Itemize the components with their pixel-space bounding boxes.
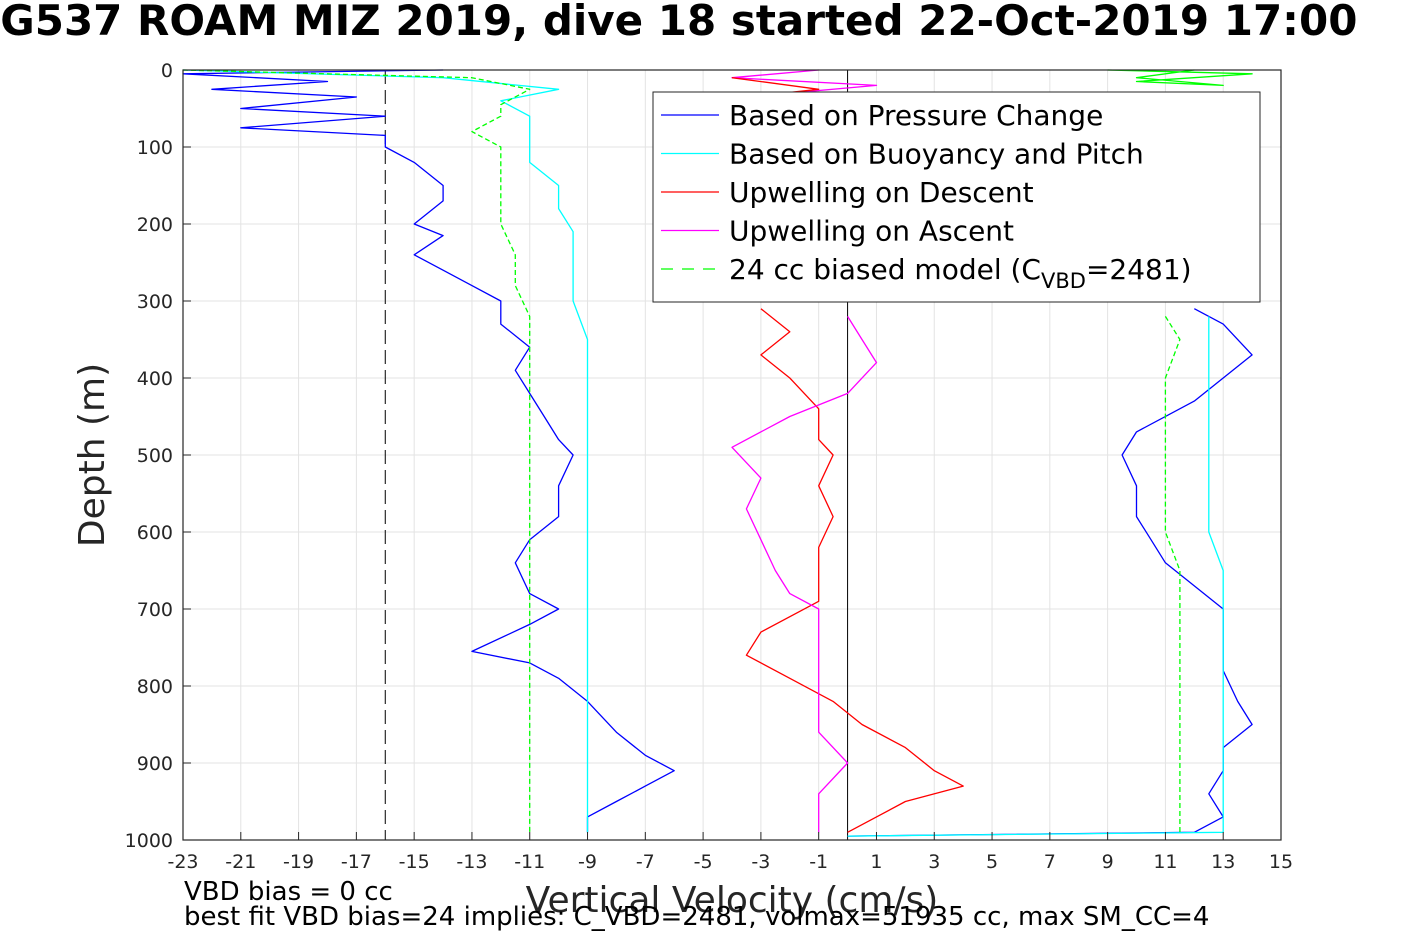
y-tick-label: 100 bbox=[137, 137, 173, 159]
x-tick-label: -23 bbox=[167, 851, 198, 873]
x-tick-label: 3 bbox=[928, 851, 940, 873]
legend-label: Upwelling on Ascent bbox=[729, 215, 1014, 248]
x-tick-label: -9 bbox=[578, 851, 597, 873]
legend-label-subscript: VBD bbox=[1041, 269, 1086, 293]
x-axis-label: Vertical Velocity (cm/s) bbox=[526, 880, 939, 921]
series-line-surface_c bbox=[1107, 69, 1253, 87]
x-tick-label: 13 bbox=[1211, 851, 1235, 873]
legend-box bbox=[652, 91, 1261, 303]
y-tick-label: 300 bbox=[137, 291, 173, 313]
legend-label: Upwelling on Descent bbox=[729, 176, 1034, 209]
y-tick-label: 600 bbox=[137, 522, 173, 544]
y-tick-label: 500 bbox=[137, 445, 173, 467]
x-tick-label: -17 bbox=[341, 851, 372, 873]
legend-label-end: =2481) bbox=[1086, 253, 1192, 286]
y-tick-label: 0 bbox=[161, 60, 173, 82]
x-tick-label: -21 bbox=[225, 851, 256, 873]
y-axis-label: Depth (m) bbox=[72, 363, 113, 547]
legend-label-main: 24 cc biased model (C bbox=[729, 253, 1041, 286]
x-tick-label: -11 bbox=[514, 851, 545, 873]
x-tick-label: 9 bbox=[1102, 851, 1114, 873]
x-tick-label: 5 bbox=[986, 851, 998, 873]
footer-vbd-bias: VBD bias = 0 cc bbox=[184, 877, 393, 907]
x-tick-label: -15 bbox=[399, 851, 430, 873]
y-tick-label: 200 bbox=[137, 214, 173, 236]
x-tick-label: 7 bbox=[1044, 851, 1056, 873]
x-tick-label: 11 bbox=[1153, 851, 1177, 873]
series-line-buoyancy_ascent bbox=[847, 316, 1224, 837]
legend: Based on Pressure Change Based on Buoyanc… bbox=[652, 91, 1261, 303]
legend-label: 24 cc biased model (CVBD=2481) bbox=[729, 253, 1192, 293]
series-line-pressure_descent bbox=[182, 69, 675, 833]
legend-label: Based on Pressure Change bbox=[729, 99, 1103, 132]
x-tick-label: -1 bbox=[809, 851, 828, 873]
y-tick-label: 800 bbox=[137, 676, 173, 698]
y-tick-label: 900 bbox=[137, 753, 173, 775]
series-line-buoyancy_descent bbox=[182, 69, 589, 833]
series-line-upwelling_descent bbox=[745, 308, 964, 833]
series-line-model_descent bbox=[182, 69, 531, 833]
y-ticks: 0 100 200 300 400 500 600 700 800 900 1000 bbox=[125, 60, 191, 852]
y-tick-label: 1000 bbox=[125, 830, 173, 852]
chart-title: SG537 ROAM MIZ 2019, dive 18 started 22-… bbox=[0, 0, 1358, 45]
y-tick-label: 400 bbox=[137, 368, 173, 390]
footer-best-fit: best fit VBD bias=24 implies: C_VBD=2481… bbox=[184, 902, 1210, 932]
x-tick-label: 15 bbox=[1269, 851, 1293, 873]
series-line-pressure_ascent bbox=[847, 308, 1253, 837]
x-tick-label: -19 bbox=[283, 851, 314, 873]
series-line-model_ascent bbox=[1164, 316, 1181, 833]
x-tick-label: 1 bbox=[870, 851, 882, 873]
y-tick-label: 700 bbox=[137, 599, 173, 621]
x-tick-label: -3 bbox=[751, 851, 770, 873]
x-tick-label: -7 bbox=[636, 851, 655, 873]
legend-label: Based on Buoyancy and Pitch bbox=[729, 138, 1144, 171]
x-ticks: -23 -21 -19 -17 -15 -13 -11 -9 -7 -5 -3 -1 1 3 5 7 9 11 13… bbox=[167, 832, 1293, 873]
x-tick-label: -5 bbox=[694, 851, 713, 873]
series-line-upwelling_ascent bbox=[731, 316, 878, 833]
x-tick-label: -13 bbox=[456, 851, 487, 873]
